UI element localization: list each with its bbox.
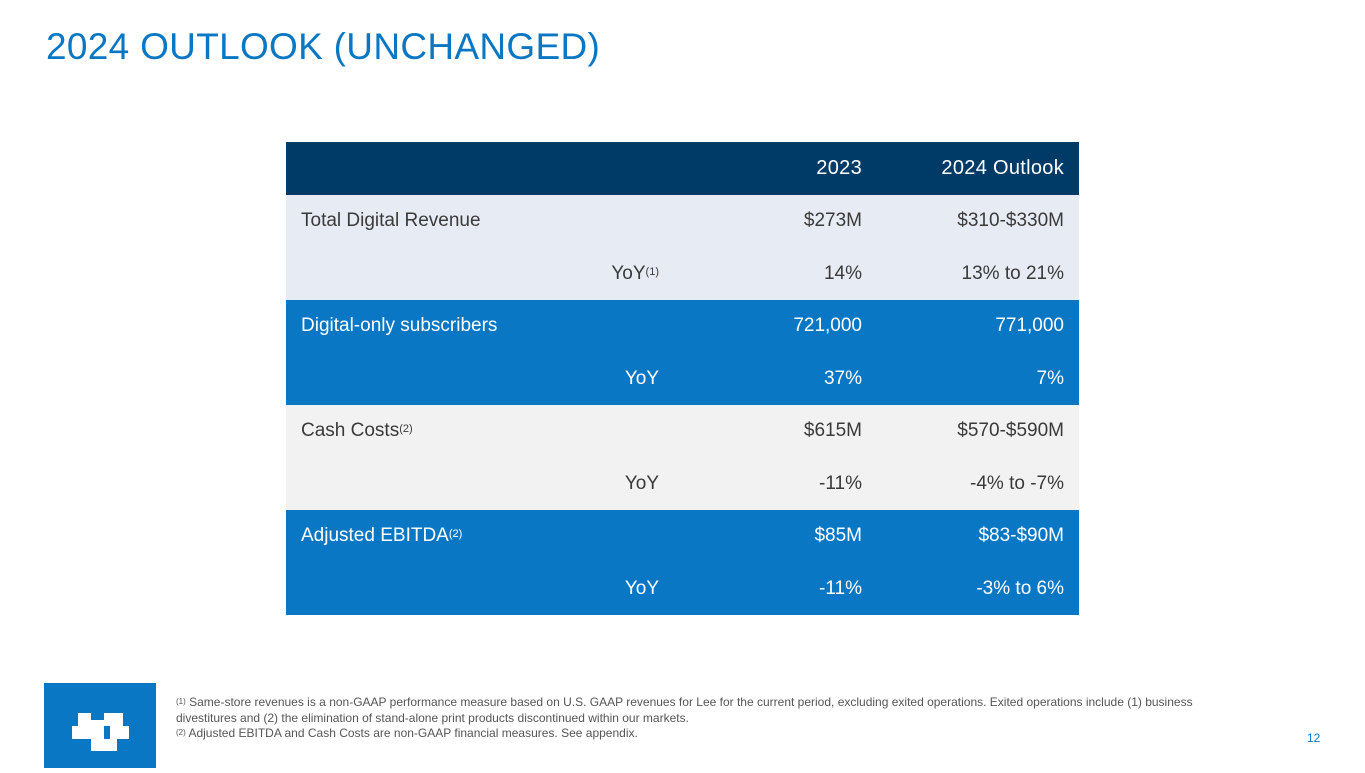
table-row: YoY -11% -4% to -7%	[286, 457, 1079, 510]
table-header-row: 2023 2024 Outlook	[286, 142, 1079, 195]
row-label: Digital-only subscribers	[301, 315, 498, 337]
row-label: Adjusted EBITDA (2)	[301, 525, 463, 547]
value-2023: $85M	[814, 525, 862, 547]
row-label: Total Digital Revenue	[301, 210, 481, 232]
value-2023: 14%	[823, 262, 862, 284]
page-title: 2024 OUTLOOK (UNCHANGED)	[46, 26, 601, 67]
table-row: Total Digital Revenue $273M $310-$330M	[286, 195, 1079, 248]
value-2023: -11%	[819, 472, 862, 494]
value-2024: $83-$90M	[978, 525, 1064, 547]
value-2023: $273M	[803, 210, 862, 232]
row-sublabel: YoY (1)	[611, 262, 659, 284]
table-row: Digital-only subscribers 721,000 771,000	[286, 300, 1079, 353]
value-2024: -4% to -7%	[970, 472, 1064, 494]
value-2024: 771,000	[995, 315, 1064, 337]
row-label: Cash Costs (2)	[301, 420, 413, 442]
value-2024: 13% to 21%	[961, 262, 1064, 284]
value-2023: $615M	[803, 420, 862, 442]
footnote-marker: (2)	[448, 528, 463, 541]
table-row: YoY 37% 7%	[286, 352, 1079, 405]
footnotes: (1) Same-store revenues is a non-GAAP pe…	[176, 695, 1246, 742]
row-sublabel: YoY	[624, 577, 659, 599]
value-2023: 37%	[823, 367, 862, 389]
value-2024: -3% to 6%	[976, 577, 1064, 599]
footnote-marker: (1)	[645, 265, 659, 278]
outlook-table: 2023 2024 Outlook Total Digital Revenue …	[286, 142, 1079, 615]
header-2024-outlook: 2024 Outlook	[941, 157, 1064, 179]
value-2023: 721,000	[793, 315, 862, 337]
footnote-marker: (2)	[399, 423, 413, 436]
row-sublabel: YoY	[624, 367, 659, 389]
value-2024: $310-$330M	[957, 210, 1064, 232]
header-2023: 2023	[816, 157, 862, 179]
row-sublabel: YoY	[624, 472, 659, 494]
lee-enterprises-logo-icon	[44, 683, 156, 768]
value-2024: 7%	[1036, 367, 1064, 389]
table-row: YoY (1) 14% 13% to 21%	[286, 247, 1079, 300]
value-2024: $570-$590M	[957, 420, 1064, 442]
footnote-2: (2) Adjusted EBITDA and Cash Costs are n…	[176, 726, 638, 740]
table-row: YoY -11% -3% to 6%	[286, 562, 1079, 615]
page-number: 12	[1307, 731, 1321, 745]
table-row: Cash Costs (2) $615M $570-$590M	[286, 405, 1079, 458]
table-row: Adjusted EBITDA (2) $85M $83-$90M	[286, 510, 1079, 563]
value-2023: -11%	[819, 577, 862, 599]
footnote-1: (1) Same-store revenues is a non-GAAP pe…	[176, 695, 1193, 725]
